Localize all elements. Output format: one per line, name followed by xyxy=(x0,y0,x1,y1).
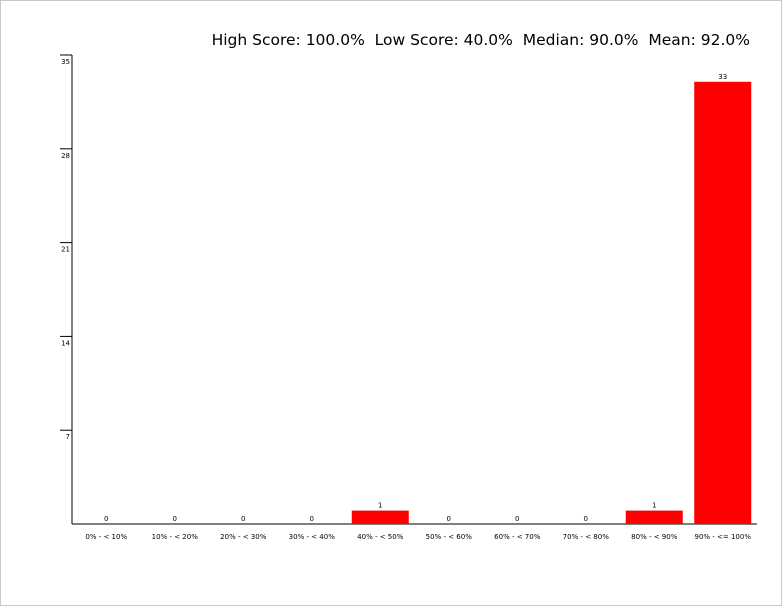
bar xyxy=(625,510,683,524)
data-labels: 0 0 0 0 1 0 0 0 1 33 xyxy=(104,73,727,523)
bar-value-label: 0 xyxy=(515,515,519,523)
y-tick-label: 7 xyxy=(66,433,70,441)
bar-value-label: 0 xyxy=(241,515,245,523)
bar-value-label: 0 xyxy=(173,515,177,523)
bar xyxy=(694,81,752,525)
category-label: 70% - < 80% xyxy=(563,533,610,541)
bars xyxy=(351,81,752,525)
category-label: 50% - < 60% xyxy=(426,533,473,541)
category-label: 80% - < 90% xyxy=(631,533,678,541)
bar-value-label: 0 xyxy=(104,515,108,523)
bar-value-label: 0 xyxy=(310,515,314,523)
category-label: 10% - < 20% xyxy=(152,533,199,541)
bar xyxy=(351,510,409,524)
category-label: 30% - < 40% xyxy=(289,533,336,541)
category-labels: 0% - < 10% 10% - < 20% 20% - < 30% 30% - < … xyxy=(85,533,751,541)
y-tick-label: 35 xyxy=(61,58,70,66)
category-label: 90% - <= 100% xyxy=(694,533,751,541)
y-tick-label: 21 xyxy=(61,246,70,254)
category-label: 40% - < 50% xyxy=(357,533,404,541)
y-tick-label: 14 xyxy=(61,339,70,347)
y-tick-label: 28 xyxy=(61,152,70,160)
score-summary: High Score: 100.0% Low Score: 40.0% Medi… xyxy=(211,31,750,49)
bar-value-label: 1 xyxy=(652,502,656,510)
y-ticks: 7 14 21 28 35 xyxy=(60,54,72,441)
bar-value-label: 0 xyxy=(584,515,588,523)
bar-value-label: 1 xyxy=(378,502,382,510)
category-label: 60% - < 70% xyxy=(494,533,541,541)
bar-value-label: 33 xyxy=(718,73,727,81)
bar-value-label: 0 xyxy=(447,515,451,523)
category-label: 20% - < 30% xyxy=(220,533,267,541)
category-label: 0% - < 10% xyxy=(85,533,127,541)
